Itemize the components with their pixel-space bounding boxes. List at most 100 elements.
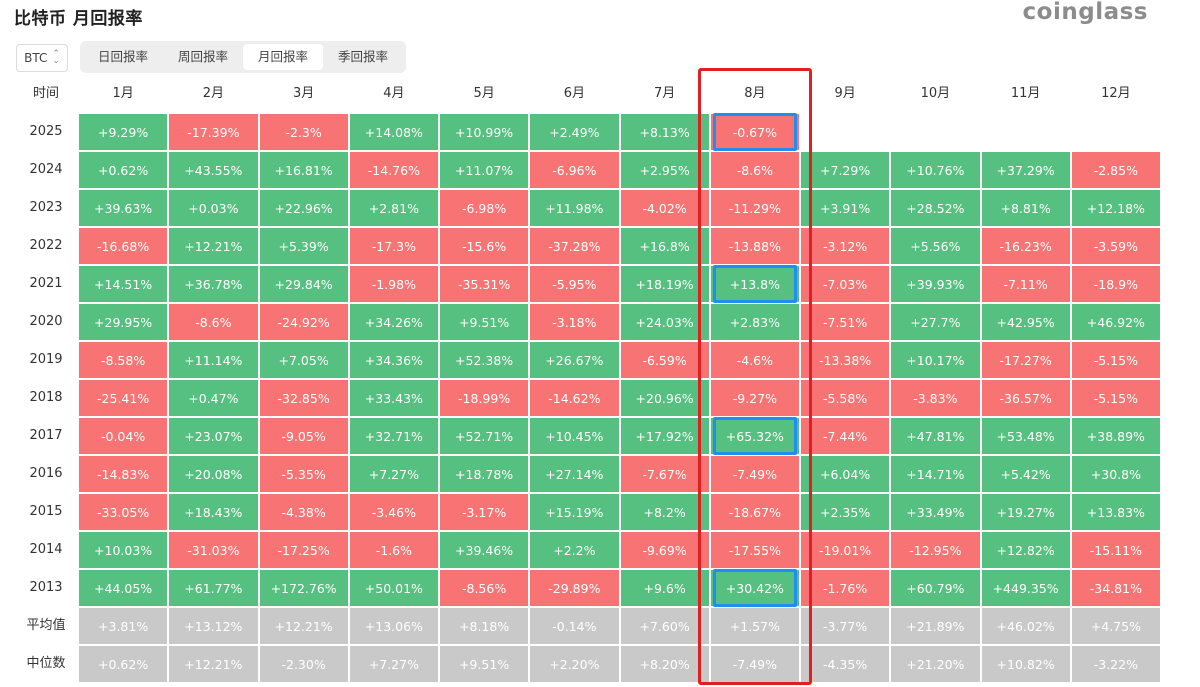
return-cell: +11.07% bbox=[440, 152, 529, 188]
row-label: 2014 bbox=[29, 542, 63, 557]
return-cell: +10.17% bbox=[891, 342, 980, 378]
coinglass-logo: coinglass bbox=[1022, 0, 1148, 25]
return-cell: -14.83% bbox=[79, 456, 168, 492]
return-cell: +43.55% bbox=[169, 152, 258, 188]
return-cell: +7.05% bbox=[259, 342, 348, 378]
coin-select[interactable]: BTC ⌃ ⌄ bbox=[16, 44, 68, 72]
return-cell: +24.03% bbox=[620, 304, 709, 340]
return-cell: +1.57% bbox=[710, 608, 799, 644]
return-cell: -3.12% bbox=[801, 228, 890, 264]
return-cell: -8.6% bbox=[710, 152, 799, 188]
return-cell: -8.58% bbox=[79, 342, 168, 378]
coin-select-value: BTC bbox=[24, 51, 48, 65]
return-cell: -5.58% bbox=[801, 380, 890, 416]
return-cell: +21.20% bbox=[891, 646, 980, 682]
return-cell: -13.38% bbox=[801, 342, 890, 378]
return-cell: +29.95% bbox=[79, 304, 168, 340]
return-cell: +8.81% bbox=[981, 190, 1070, 226]
row-label: 2022 bbox=[29, 238, 63, 253]
return-cell: +2.20% bbox=[530, 646, 619, 682]
return-cell: -7.49% bbox=[710, 646, 799, 682]
return-cell: -1.6% bbox=[349, 532, 438, 568]
return-cell: +10.76% bbox=[891, 152, 980, 188]
return-cell: -3.17% bbox=[440, 494, 529, 530]
return-cell: -16.68% bbox=[79, 228, 168, 264]
return-cell: -3.22% bbox=[1071, 646, 1160, 682]
return-cell: -18.67% bbox=[710, 494, 799, 530]
return-cell: +33.43% bbox=[349, 380, 438, 416]
return-cell: -35.31% bbox=[440, 266, 529, 302]
return-cell: +13.06% bbox=[349, 608, 438, 644]
row-label: 2013 bbox=[29, 580, 63, 595]
return-cell: +7.27% bbox=[349, 646, 438, 682]
tab-monthly[interactable]: 月回报率 bbox=[243, 44, 324, 70]
return-cell: -7.67% bbox=[620, 456, 709, 492]
return-cell: -15.11% bbox=[1071, 532, 1160, 568]
tab-daily[interactable]: 日回报率 bbox=[98, 49, 149, 64]
return-cell: -5.15% bbox=[1071, 380, 1160, 416]
return-cell: +8.18% bbox=[440, 608, 529, 644]
return-cell: -12.95% bbox=[891, 532, 980, 568]
tab-weekly[interactable]: 周回报率 bbox=[178, 49, 229, 64]
return-cell: +7.29% bbox=[801, 152, 890, 188]
return-cell: +5.56% bbox=[891, 228, 980, 264]
return-cell: -37.28% bbox=[530, 228, 619, 264]
page-title: 比特币 月回报率 bbox=[14, 9, 143, 29]
return-cell: +39.63% bbox=[79, 190, 168, 226]
row-label: 2017 bbox=[29, 428, 63, 443]
return-cell: -33.05% bbox=[79, 494, 168, 530]
return-cell: -6.96% bbox=[530, 152, 619, 188]
return-cell: +29.84% bbox=[259, 266, 348, 302]
column-header: 1月 bbox=[112, 86, 134, 101]
return-cell: +13.83% bbox=[1071, 494, 1160, 530]
return-cell: -9.69% bbox=[620, 532, 709, 568]
return-cell: -2.30% bbox=[259, 646, 348, 682]
row-label: 2023 bbox=[29, 200, 63, 215]
return-cell: -5.95% bbox=[530, 266, 619, 302]
return-cell: -16.23% bbox=[981, 228, 1070, 264]
return-cell: -11.29% bbox=[710, 190, 799, 226]
tab-quarterly[interactable]: 季回报率 bbox=[338, 49, 389, 64]
column-header: 5月 bbox=[473, 86, 495, 101]
return-cell: +16.8% bbox=[620, 228, 709, 264]
return-cell: -24.92% bbox=[259, 304, 348, 340]
return-cell: +8.20% bbox=[620, 646, 709, 682]
return-cell: +8.2% bbox=[620, 494, 709, 530]
return-cell: +3.81% bbox=[79, 608, 168, 644]
return-cell: +28.52% bbox=[891, 190, 980, 226]
return-cell: -7.44% bbox=[801, 418, 890, 454]
return-cell: -5.15% bbox=[1071, 342, 1160, 378]
return-cell: +14.71% bbox=[891, 456, 980, 492]
row-label: 2021 bbox=[29, 276, 63, 291]
return-cell: -7.03% bbox=[801, 266, 890, 302]
return-cell: +27.14% bbox=[530, 456, 619, 492]
return-cell: +38.89% bbox=[1071, 418, 1160, 454]
return-cell: +20.08% bbox=[169, 456, 258, 492]
chevron-updown-icon: ⌃ ⌄ bbox=[52, 49, 60, 66]
return-cell: +9.51% bbox=[440, 304, 529, 340]
return-cell: +15.19% bbox=[530, 494, 619, 530]
column-header: 4月 bbox=[383, 86, 405, 101]
column-header: 9月 bbox=[834, 86, 856, 101]
period-tabs: 日回报率 周回报率 月回报率 季回报率 bbox=[80, 41, 407, 73]
return-cell: -4.02% bbox=[620, 190, 709, 226]
return-cell: +3.91% bbox=[801, 190, 890, 226]
return-cell: -29.89% bbox=[530, 570, 619, 606]
column-header: 2月 bbox=[202, 86, 225, 101]
return-cell: +27.7% bbox=[891, 304, 980, 340]
return-cell: +53.48% bbox=[981, 418, 1070, 454]
return-cell: -25.41% bbox=[79, 380, 168, 416]
return-cell: +9.6% bbox=[620, 570, 709, 606]
return-cell: -18.99% bbox=[440, 380, 529, 416]
return-cell: +61.77% bbox=[169, 570, 258, 606]
corner-label: 时间 bbox=[32, 86, 59, 101]
return-cell: +17.92% bbox=[620, 418, 709, 454]
return-cell: -8.6% bbox=[169, 304, 258, 340]
return-cell: +44.05% bbox=[79, 570, 168, 606]
return-cell: +18.43% bbox=[169, 494, 258, 530]
return-cell: -32.85% bbox=[259, 380, 348, 416]
return-cell: -13.88% bbox=[710, 228, 799, 264]
row-label: 2020 bbox=[29, 314, 63, 329]
return-cell: +13.8% bbox=[710, 266, 799, 302]
return-cell: -7.51% bbox=[801, 304, 890, 340]
